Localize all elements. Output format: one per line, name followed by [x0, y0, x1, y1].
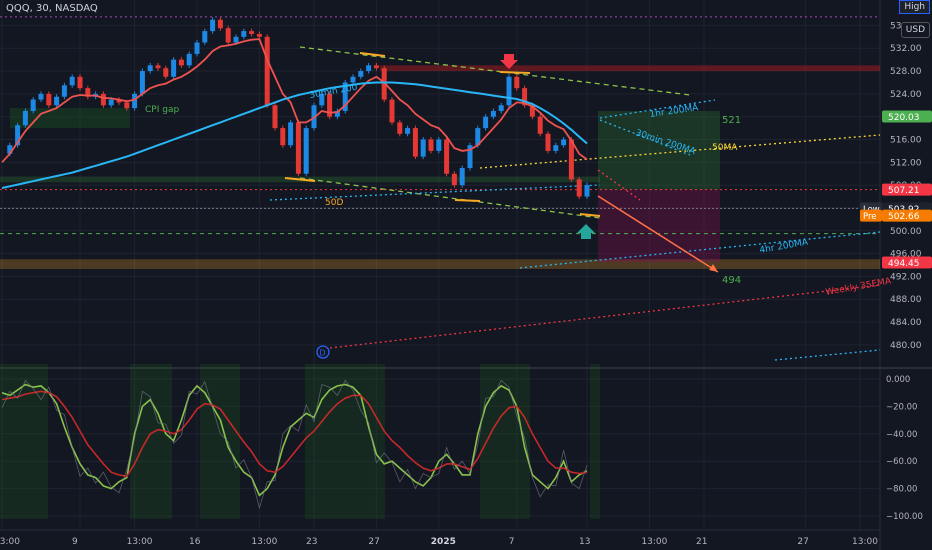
cpi-gap-zone — [10, 108, 130, 129]
x-tick-label: 13:00 — [127, 537, 153, 547]
osc-zone — [305, 364, 385, 519]
annotation-label: 494 — [722, 275, 741, 286]
y-tick-label: 488.00 — [890, 295, 922, 305]
x-tick-label: 13 — [579, 537, 590, 547]
x-tick-label: 2025 — [431, 537, 456, 547]
osc-y-tick-label: −40.00 — [886, 430, 917, 440]
x-tick-label: 16 — [189, 537, 201, 547]
dividend-marker — [316, 345, 330, 359]
price-tag-prefix — [860, 209, 882, 222]
ma-50-line — [479, 134, 881, 169]
y-tick-label: 528.00 — [890, 67, 922, 77]
trendline-lower — [299, 177, 601, 219]
osc-zone — [200, 364, 240, 519]
osc-zone — [0, 364, 48, 519]
y-tick-label: 532.00 — [890, 44, 922, 54]
y-tick-label: 480.00 — [890, 341, 922, 351]
target-zone-green — [598, 110, 720, 190]
y-tick-label: 496.00 — [890, 250, 922, 260]
osc-zone — [590, 364, 600, 519]
target-zone-red — [598, 189, 720, 263]
price-tag — [882, 209, 932, 222]
level-tick — [454, 199, 481, 202]
annotation-label: CPI gap — [145, 105, 179, 115]
level-tick — [499, 71, 531, 74]
y-tick-label: 524.00 — [890, 90, 922, 100]
osc-series-fast — [1, 383, 588, 497]
price-tag — [882, 256, 932, 269]
price-tag-label: 502.66 — [888, 212, 920, 222]
chart-title: QQQ, 30, NASDAQ — [6, 3, 98, 14]
osc-series-slow — [1, 390, 588, 478]
osc-y-tick-label: −80.00 — [886, 485, 917, 495]
y-tick-label: 516.00 — [890, 136, 922, 146]
x-tick-label: 13:00 — [0, 537, 20, 547]
x-tick-label: 23 — [306, 537, 317, 547]
dotted-trend-2 — [774, 349, 881, 361]
osc-y-tick-label: −20.00 — [886, 402, 917, 412]
annotation-label: 50MA — [712, 143, 738, 153]
level-tick — [579, 213, 601, 217]
price-tag-prefix-label: Pre — [863, 212, 877, 222]
price-tag — [882, 183, 932, 196]
x-tick-label: 13:00 — [852, 537, 878, 547]
x-tick-label: 7 — [509, 537, 515, 547]
ma-30min-line — [599, 119, 691, 156]
annotation-label: 521 — [722, 115, 741, 126]
price-tag — [882, 110, 932, 123]
x-tick-label: 9 — [72, 537, 78, 547]
annotation-label: Weekly 35EMA — [825, 276, 893, 298]
buy-arrow-icon — [577, 224, 595, 239]
level-tick — [284, 177, 316, 182]
y-tick-label: 512.00 — [890, 158, 922, 168]
osc-zone — [130, 364, 172, 519]
price-tag-label: 507.21 — [888, 186, 920, 196]
y-tick-label: 500.00 — [890, 227, 922, 237]
annotation-label: 50D — [325, 198, 343, 208]
x-tick-label: 27 — [368, 537, 379, 547]
y-tick-label: 492.00 — [890, 272, 922, 282]
weekly-ema-line — [329, 284, 881, 349]
osc-zone — [480, 364, 530, 519]
series-ema-fast — [1, 38, 588, 163]
trendline-upper — [299, 46, 691, 96]
ma-4hr-line — [519, 231, 881, 269]
x-tick-label: 13:00 — [641, 537, 667, 547]
osc-y-tick-label: −100.00 — [886, 512, 923, 522]
sell-arrow-icon — [500, 54, 518, 69]
osc-y-tick-label: −60.00 — [886, 457, 917, 467]
x-tick-label: 13:00 — [251, 537, 277, 547]
dotted-trend-3 — [597, 169, 641, 201]
y-tick-label: 484.00 — [890, 318, 922, 328]
osc-y-tick-label: 0.000 — [886, 375, 910, 385]
projection-arrow-head — [709, 264, 718, 272]
currency-button[interactable]: USD — [900, 22, 930, 38]
x-tick-label: 21 — [696, 537, 707, 547]
projection-arrow — [597, 195, 719, 273]
osc-raw-line — [1, 379, 588, 510]
high-label[interactable]: High — [899, 0, 930, 14]
x-tick-label: 27 — [797, 537, 808, 547]
price-tag-label: 520.03 — [888, 113, 920, 123]
price-tag-label: 494.45 — [888, 259, 920, 269]
weekly-zone — [0, 259, 880, 270]
resistance-zone — [380, 65, 880, 72]
dividend-marker-label: D — [320, 349, 326, 358]
level-tick — [359, 52, 386, 57]
dotted-trend-1 — [269, 184, 601, 201]
series-200ma — [1, 81, 588, 189]
